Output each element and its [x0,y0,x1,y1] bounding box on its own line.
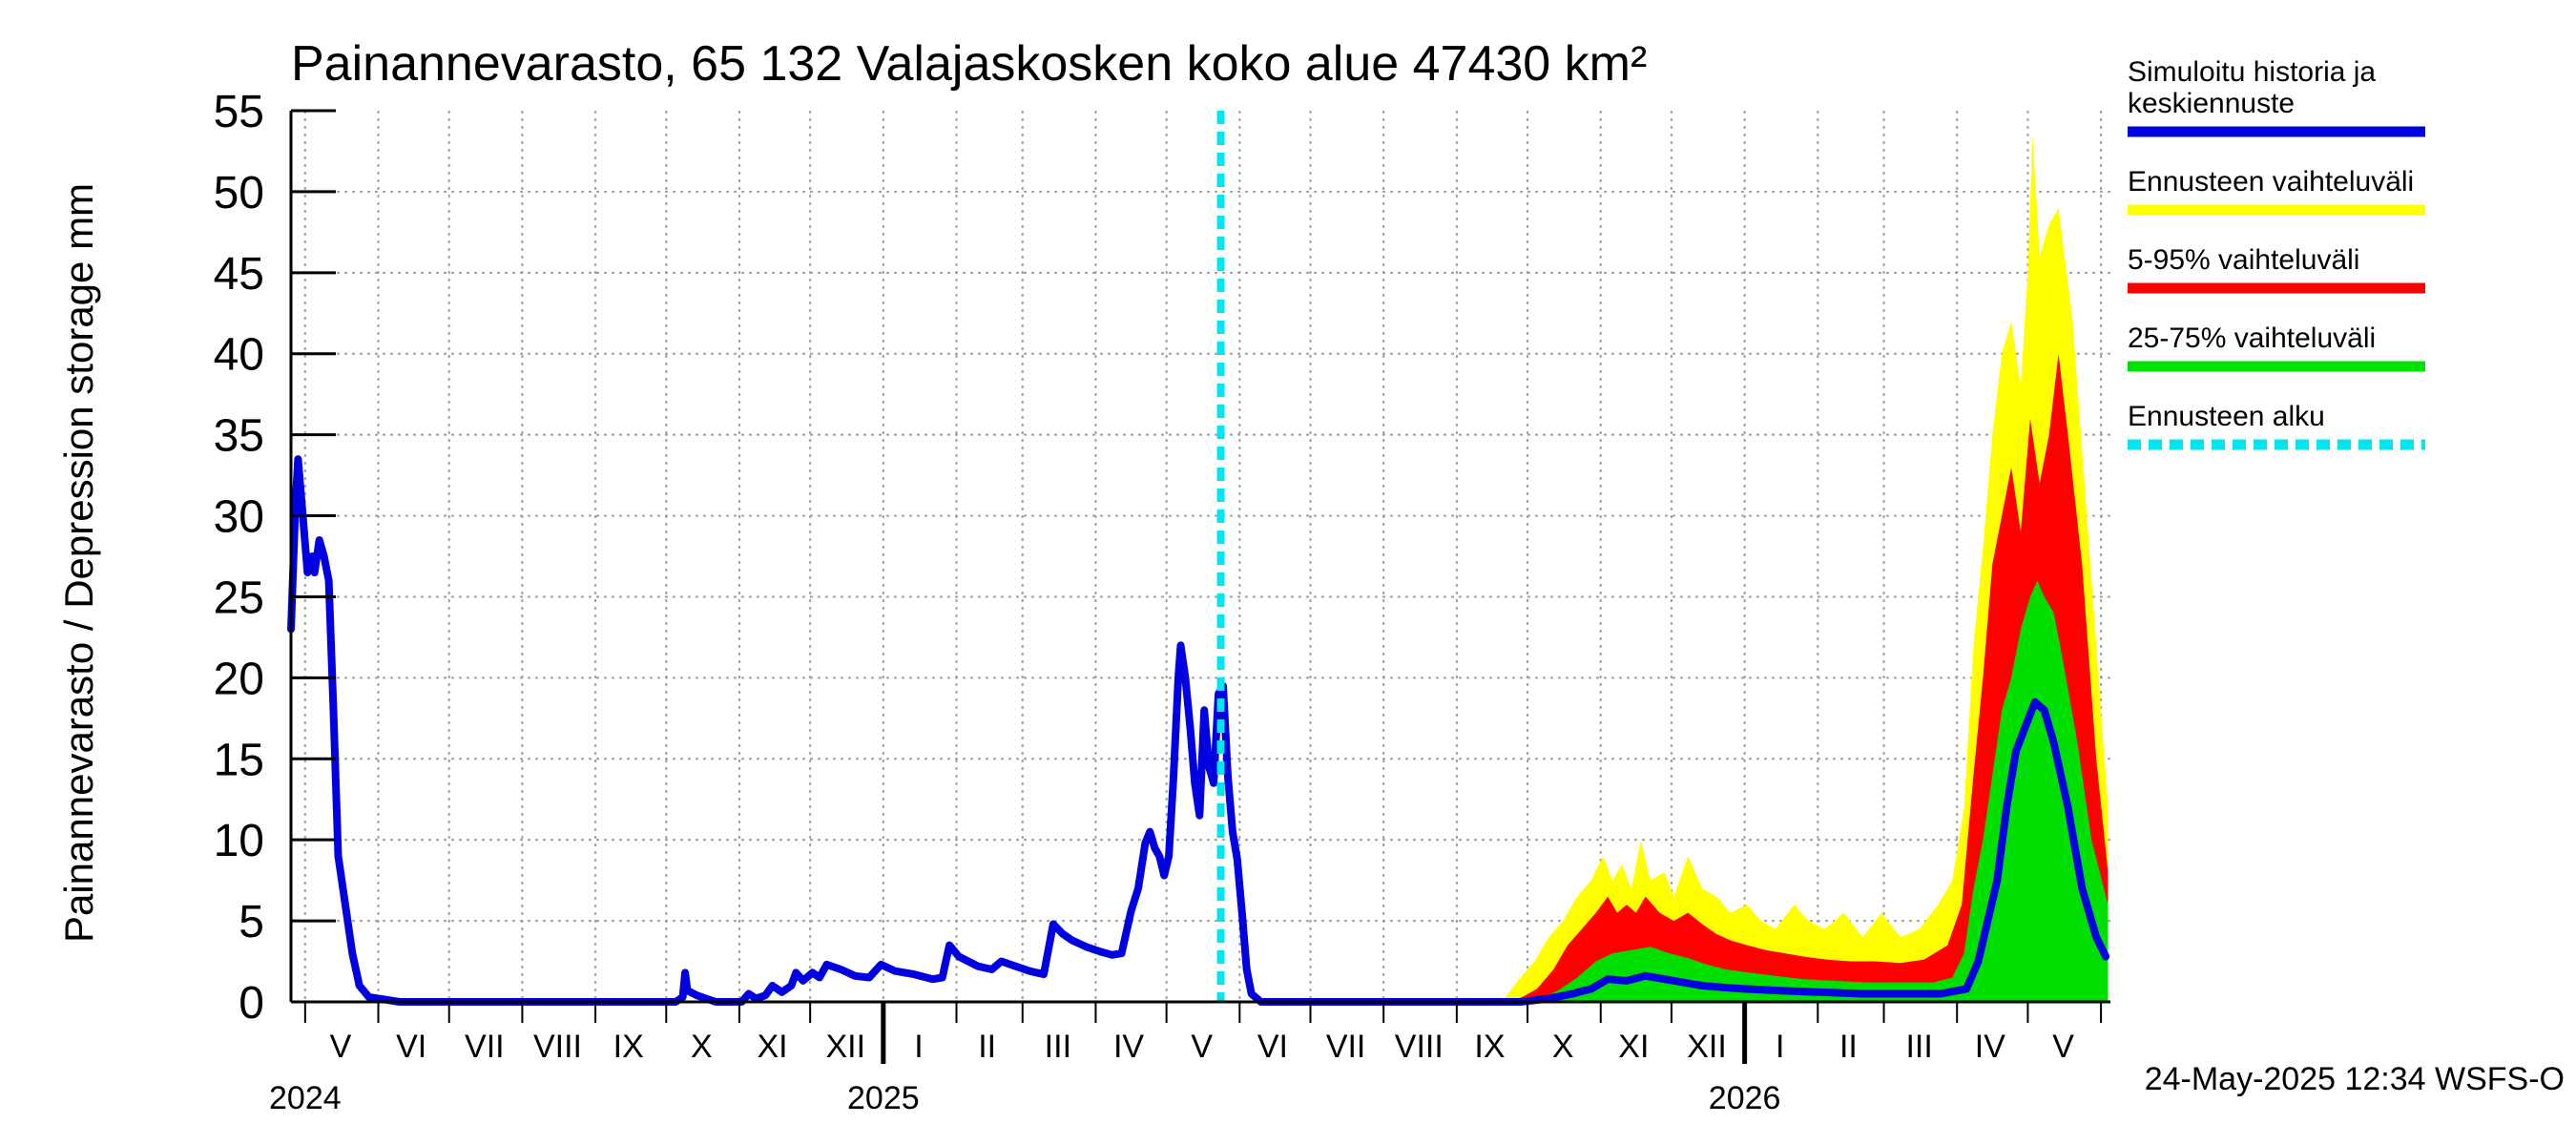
x-month-label: V [1191,1029,1213,1065]
x-month-label: V [2052,1029,2074,1065]
x-month-label: V [330,1029,352,1065]
x-year-label: 2026 [1709,1080,1781,1116]
x-month-label: I [1776,1029,1784,1065]
x-month-label: II [1839,1029,1858,1065]
x-month-label: XII [825,1029,865,1065]
x-month-label: IX [1474,1029,1505,1065]
y-tick-label: 5 [239,897,264,947]
y-tick-label: 30 [214,492,264,543]
x-month-label: IX [613,1029,644,1065]
x-month-label: I [914,1029,923,1065]
legend-entry-label: Simuloitu historia ja [2128,56,2376,88]
legend-entry-label: Ennusteen alku [2128,401,2325,432]
x-month-label: IV [1113,1029,1144,1065]
y-tick-label: 20 [214,654,264,704]
y-tick-label: 50 [214,168,264,219]
legend-entry-label: keskiennuste [2128,88,2295,119]
footer-timestamp: 24-May-2025 12:34 WSFS-O [2145,1061,2565,1097]
x-month-label: VII [1326,1029,1366,1065]
x-month-label: X [691,1029,713,1065]
x-month-label: VI [396,1029,426,1065]
y-tick-label: 25 [214,572,264,623]
y-tick-label: 0 [239,978,264,1029]
legend-entry-label: 5-95% vaihteluväli [2128,244,2359,276]
x-month-label: IV [1975,1029,2005,1065]
x-month-label: VIII [533,1029,582,1065]
x-month-label: II [978,1029,996,1065]
y-tick-label: 55 [214,87,264,137]
series-line-history [287,455,2110,1006]
x-year-label: 2025 [847,1080,920,1116]
y-tick-label: 45 [214,249,264,300]
x-month-label: VIII [1395,1029,1444,1065]
y-axis-label: Painannevarasto / Depression storage mm [56,183,101,943]
y-tick-label: 10 [214,816,264,866]
x-month-label: XII [1687,1029,1727,1065]
x-month-label: VII [465,1029,505,1065]
x-year-label: 2024 [269,1080,342,1116]
history-series [287,111,2110,1006]
area-range-25-75 [1537,580,2109,1002]
y-tick-label: 40 [214,330,264,381]
x-month-label: XI [758,1029,788,1065]
y-tick-label: 35 [214,411,264,462]
legend-entry-label: 25-75% vaihteluväli [2128,323,2376,354]
y-tick-label: 15 [214,735,264,785]
legend-entry-label: Ennusteen vaihteluväli [2128,166,2414,198]
x-month-label: III [1905,1029,1932,1065]
chart-title: Painannevarasto, 65 132 Valajaskosken ko… [291,36,1647,92]
x-month-label: VI [1257,1029,1288,1065]
x-month-label: III [1045,1029,1071,1065]
x-month-label: XI [1618,1029,1649,1065]
x-month-label: X [1552,1029,1574,1065]
forecast-ranges [1501,135,2109,1002]
